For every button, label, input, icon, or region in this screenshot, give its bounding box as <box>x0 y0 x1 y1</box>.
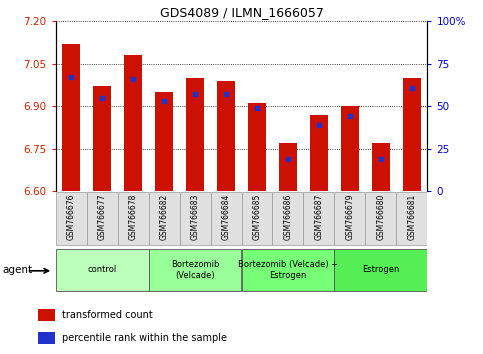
Text: GSM766682: GSM766682 <box>159 193 169 240</box>
Bar <box>341 106 359 191</box>
Text: transformed count: transformed count <box>62 310 153 320</box>
Bar <box>56 249 149 291</box>
Bar <box>38 332 55 344</box>
Bar <box>248 103 266 191</box>
Text: GSM766681: GSM766681 <box>408 193 416 240</box>
Text: GSM766678: GSM766678 <box>128 193 138 240</box>
Text: Bortezomib
(Velcade): Bortezomib (Velcade) <box>171 260 219 280</box>
Bar <box>279 143 297 191</box>
Bar <box>117 192 149 245</box>
Text: GSM766684: GSM766684 <box>222 193 230 240</box>
Text: GSM766683: GSM766683 <box>190 193 199 240</box>
Bar <box>372 143 390 191</box>
Text: GSM766686: GSM766686 <box>284 193 293 240</box>
Bar <box>180 192 211 245</box>
Text: Estrogen: Estrogen <box>362 266 399 274</box>
Bar <box>86 192 117 245</box>
Bar <box>366 192 397 245</box>
Bar <box>62 44 80 191</box>
Bar <box>303 192 334 245</box>
Bar <box>310 115 328 191</box>
Bar <box>242 249 334 291</box>
Text: GSM766685: GSM766685 <box>253 193 261 240</box>
Text: GSM766679: GSM766679 <box>345 193 355 240</box>
Bar <box>403 78 421 191</box>
Bar <box>397 192 427 245</box>
Text: GSM766687: GSM766687 <box>314 193 324 240</box>
Text: GSM766677: GSM766677 <box>98 193 107 240</box>
Text: GSM766676: GSM766676 <box>67 193 75 240</box>
Bar <box>186 78 204 191</box>
Bar <box>217 81 235 191</box>
Bar <box>124 55 142 191</box>
Bar <box>334 249 427 291</box>
Bar <box>211 192 242 245</box>
Text: Bortezomib (Velcade) +
Estrogen: Bortezomib (Velcade) + Estrogen <box>238 260 338 280</box>
Bar <box>93 86 112 191</box>
Bar <box>155 92 173 191</box>
Bar <box>242 192 272 245</box>
Text: agent: agent <box>2 265 32 275</box>
Bar <box>272 192 303 245</box>
Bar <box>38 309 55 321</box>
Bar <box>56 192 86 245</box>
Bar <box>149 249 242 291</box>
Bar <box>334 192 366 245</box>
Text: control: control <box>87 266 117 274</box>
Text: GSM766680: GSM766680 <box>376 193 385 240</box>
Title: GDS4089 / ILMN_1666057: GDS4089 / ILMN_1666057 <box>159 6 324 19</box>
Text: percentile rank within the sample: percentile rank within the sample <box>62 333 227 343</box>
Bar <box>149 192 180 245</box>
